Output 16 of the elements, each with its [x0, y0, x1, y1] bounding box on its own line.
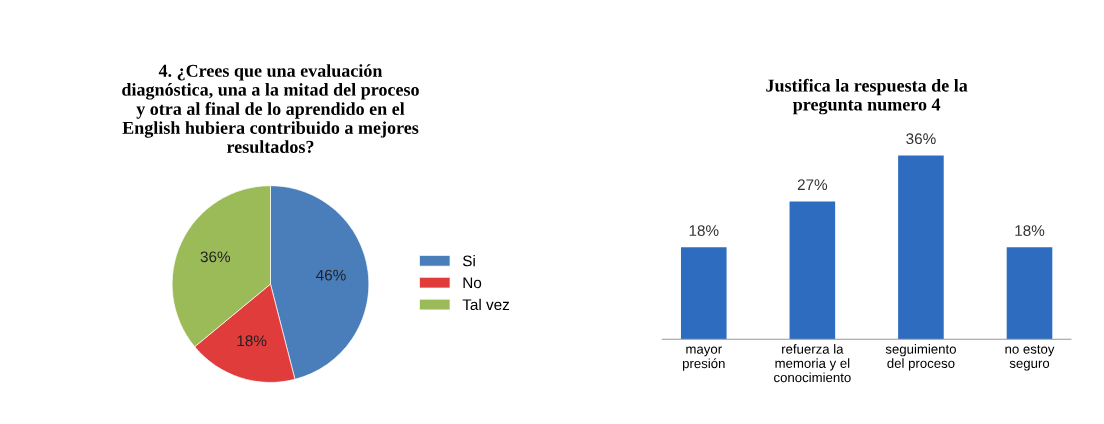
x-tick-label: mayor presión: [682, 346, 725, 371]
chart-title: Justifica la respuesta de la pregunta numero 4: [766, 78, 968, 115]
data-label: 18%: [237, 335, 267, 347]
data-label: 18%: [1015, 225, 1045, 236]
x-tick-label: refuerza la memoria y el conocimiento: [774, 344, 851, 383]
legend-label: Tal vez: [462, 298, 510, 311]
data-label: 36%: [906, 133, 936, 145]
x-tick-label: seguimiento del proceso: [885, 344, 956, 371]
data-label: 18%: [689, 225, 719, 236]
data-label: 46%: [316, 269, 346, 281]
data-label: 36%: [200, 251, 231, 263]
legend-label: No: [463, 277, 482, 289]
data-label: 27%: [797, 179, 828, 190]
x-tick-label: no estoy seguro: [1005, 345, 1055, 371]
legend-label: Si: [462, 255, 475, 267]
chart-title: 4. ¿Crees que una evaluación diagnóstica, una a la mitad del proceso y otra al final de lo aprendido en el English hubiera contribuido a mejores resultados?: [122, 64, 419, 154]
